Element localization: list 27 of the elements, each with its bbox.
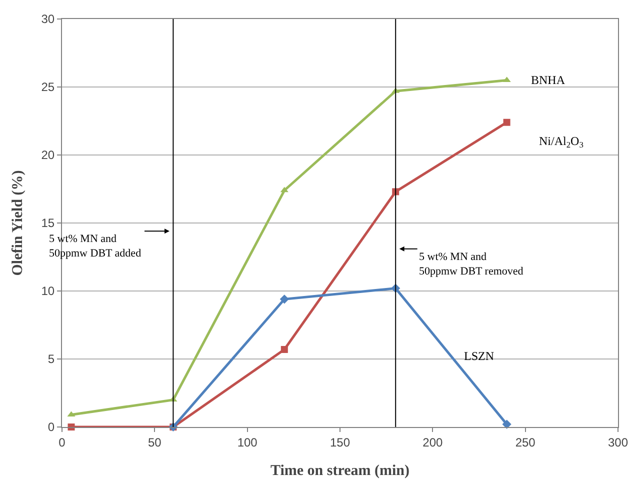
text: Ni/Al$_{2}$O$_{3}$ xyxy=(539,134,584,150)
point xyxy=(67,411,76,417)
annotation: 5 wt% MN and 50ppmw DBT removed xyxy=(419,251,524,278)
y-tick-label: 0 xyxy=(48,420,55,434)
x-tick-label: 50 xyxy=(148,435,162,450)
point xyxy=(280,346,288,353)
y-tick-label: 25 xyxy=(41,80,55,94)
y-tick-label: 30 xyxy=(41,12,55,26)
x-tick-label: 300 xyxy=(608,435,628,450)
series-label: LSZN xyxy=(464,349,494,363)
x-tick-label: 200 xyxy=(422,435,443,450)
y-tick-label: 20 xyxy=(41,148,55,162)
y-tick-label: 10 xyxy=(41,284,55,298)
series-label: BNHA xyxy=(531,73,566,87)
x-tick-label: 0 xyxy=(58,435,66,450)
y-axis-title: Olefin Yield (%) xyxy=(10,170,26,276)
annotation: 5 wt% MN and 50ppmw DBT added xyxy=(49,233,142,260)
x-tick-label: 150 xyxy=(330,435,350,450)
y-tick-label: 5 xyxy=(48,352,55,366)
x-axis-title: Time on stream (min) xyxy=(270,463,410,479)
point xyxy=(280,186,288,192)
point xyxy=(503,118,510,126)
point xyxy=(502,420,512,429)
x-tick-label: 100 xyxy=(237,435,258,450)
point xyxy=(280,294,289,304)
y-tick-label: 15 xyxy=(41,216,55,230)
x-tick-label: 250 xyxy=(515,435,536,450)
